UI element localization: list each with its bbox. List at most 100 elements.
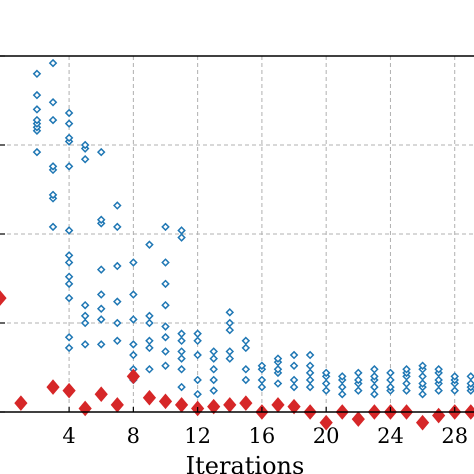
candidate-point bbox=[289, 361, 299, 370]
candidate-point bbox=[177, 226, 186, 235]
candidate-point bbox=[257, 382, 267, 392]
best-point bbox=[415, 414, 430, 431]
candidate-point bbox=[193, 336, 202, 346]
candidate-point bbox=[466, 372, 474, 381]
candidate-point bbox=[80, 311, 90, 321]
candidate-point bbox=[80, 318, 90, 328]
candidate-point bbox=[145, 343, 154, 353]
candidate-point bbox=[370, 389, 379, 399]
candidate-point bbox=[64, 108, 74, 118]
best-point bbox=[14, 395, 28, 411]
candidate-point bbox=[32, 147, 42, 157]
candidate-point bbox=[225, 308, 235, 317]
candidate-point bbox=[64, 279, 74, 289]
candidate-point bbox=[418, 379, 427, 388]
candidate-point bbox=[225, 354, 235, 363]
candidate-point bbox=[64, 133, 74, 143]
candidate-point bbox=[241, 343, 251, 353]
candidate-point bbox=[113, 201, 122, 210]
best-points bbox=[0, 290, 474, 431]
candidate-point bbox=[80, 340, 90, 349]
candidate-point bbox=[48, 98, 58, 107]
candidate-point bbox=[289, 350, 299, 360]
best-point bbox=[351, 411, 365, 427]
candidate-point bbox=[354, 375, 363, 385]
candidate-point bbox=[177, 347, 186, 356]
candidate-point bbox=[209, 347, 218, 356]
candidate-point bbox=[161, 279, 170, 289]
x-ticks: 4 8 12 16 20 24 28 bbox=[62, 407, 468, 448]
candidate-point bbox=[64, 251, 74, 260]
axes bbox=[0, 55, 474, 413]
candidate-point bbox=[161, 222, 170, 232]
candidate-point bbox=[225, 347, 235, 356]
candidate-point bbox=[64, 226, 74, 235]
candidate-point bbox=[209, 386, 218, 395]
best-point bbox=[62, 382, 76, 399]
candidate-point bbox=[305, 361, 315, 370]
candidate-point bbox=[145, 311, 154, 321]
candidate-point bbox=[209, 375, 218, 385]
candidate-point bbox=[96, 290, 106, 299]
candidate-point bbox=[161, 361, 170, 370]
best-point bbox=[94, 386, 108, 402]
candidate-point bbox=[193, 329, 202, 338]
x-tick-label: 20 bbox=[313, 424, 340, 448]
x-tick-label: 4 bbox=[62, 424, 75, 448]
x-tick-label: 12 bbox=[184, 424, 211, 448]
candidate-point bbox=[32, 105, 42, 114]
candidate-point bbox=[418, 361, 427, 370]
candidate-point bbox=[337, 389, 347, 399]
candidate-point bbox=[321, 379, 331, 388]
best-point bbox=[0, 290, 7, 306]
candidate-point bbox=[48, 190, 58, 200]
candidate-point bbox=[177, 329, 186, 338]
candidate-point bbox=[241, 365, 251, 374]
candidate-point bbox=[305, 375, 315, 385]
candidate-point bbox=[305, 368, 315, 378]
candidate-point bbox=[273, 379, 283, 388]
candidate-point bbox=[386, 375, 395, 385]
candidate-point bbox=[337, 372, 347, 381]
best-point bbox=[287, 398, 301, 415]
candidate-point bbox=[225, 325, 235, 335]
candidate-point bbox=[145, 318, 154, 328]
candidate-point bbox=[96, 147, 106, 157]
candidate-point bbox=[402, 386, 411, 395]
candidate-point bbox=[80, 140, 90, 150]
candidate-point bbox=[386, 368, 395, 378]
candidate-point bbox=[48, 115, 58, 125]
candidate-point bbox=[370, 365, 379, 374]
x-tick-label: 28 bbox=[441, 424, 468, 448]
candidate-point bbox=[96, 265, 106, 274]
candidate-point bbox=[96, 315, 106, 324]
grid bbox=[0, 56, 474, 412]
candidate-point bbox=[354, 368, 363, 378]
candidate-point bbox=[96, 215, 106, 225]
candidate-point bbox=[209, 354, 218, 363]
candidate-point bbox=[80, 154, 90, 164]
candidate-point bbox=[129, 290, 138, 299]
candidate-point bbox=[434, 386, 443, 395]
x-tick-label: 16 bbox=[249, 424, 276, 448]
candidate-point bbox=[434, 365, 443, 374]
candidate-point bbox=[129, 350, 138, 360]
candidate-point bbox=[193, 375, 202, 385]
candidate-point bbox=[96, 340, 106, 349]
candidate-point bbox=[418, 389, 427, 399]
best-point bbox=[46, 379, 60, 395]
candidate-point bbox=[64, 272, 74, 281]
x-axis-label: Iterations bbox=[186, 452, 305, 474]
candidate-point bbox=[241, 336, 251, 346]
best-point bbox=[126, 368, 140, 385]
candidate-point bbox=[177, 233, 186, 242]
candidate-point bbox=[193, 350, 202, 360]
best-point bbox=[158, 393, 173, 410]
candidate-point bbox=[177, 336, 186, 346]
best-point bbox=[239, 395, 253, 411]
candidate-point bbox=[177, 382, 186, 392]
candidate-point bbox=[48, 162, 58, 171]
candidate-point bbox=[129, 315, 138, 324]
